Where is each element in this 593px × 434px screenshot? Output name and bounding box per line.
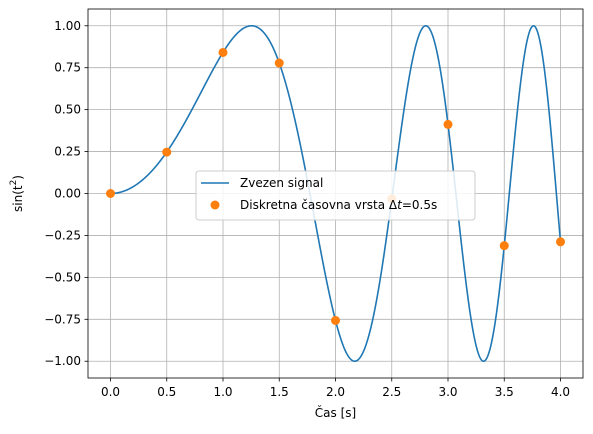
y-tick-label: −0.50: [44, 270, 81, 284]
data-point: [556, 237, 565, 247]
y-tick-label: 0.75: [54, 61, 81, 75]
x-tick-label: 2.5: [382, 385, 401, 399]
y-axis-label-exponent: 2: [9, 180, 19, 186]
data-point: [274, 58, 284, 68]
y-tick-label: 0.00: [54, 187, 81, 201]
legend-label-discrete: Diskretna časovna vrsta Δt=0.5s: [240, 198, 437, 212]
x-axis-label: Čas [s]: [315, 405, 356, 420]
y-tick-label: 0.25: [54, 145, 81, 159]
x-tick-label: 1.5: [270, 385, 289, 399]
x-ticks: 0.0 0.5 1.0 1.5 2.0 2.5 3.0 3.5 4.0: [101, 378, 570, 399]
legend-label-continuous: Zvezen signal: [240, 176, 323, 190]
legend-label-discrete-suffix: =0.5s: [402, 198, 437, 212]
x-tick-label: 3.0: [438, 385, 457, 399]
legend-box: [195, 170, 476, 221]
x-tick-label: 0.0: [101, 385, 120, 399]
y-tick-label: −1.00: [44, 354, 81, 368]
y-tick-label: −0.75: [44, 312, 81, 326]
data-point: [499, 241, 509, 251]
data-point: [443, 119, 453, 129]
data-point: [162, 147, 172, 157]
y-axis-label-base: sin(t: [11, 185, 25, 212]
x-tick-label: 0.5: [157, 385, 176, 399]
data-point: [106, 189, 115, 198]
legend-label-discrete-var: t: [397, 198, 403, 212]
y-tick-label: −0.25: [44, 228, 81, 242]
x-tick-label: 4.0: [551, 385, 570, 399]
x-tick-label: 3.5: [495, 385, 514, 399]
y-tick-label: 1.00: [54, 19, 81, 33]
y-tick-label: 0.50: [54, 103, 81, 117]
legend-label-discrete-prefix: Diskretna časovna vrsta Δ: [240, 198, 398, 212]
y-axis-label-close: ): [11, 175, 25, 180]
y-axis-label: sin(t2): [9, 175, 25, 212]
x-tick-label: 2.0: [326, 385, 345, 399]
legend-marker-swatch: [210, 200, 220, 210]
legend: Zvezen signal Diskretna časovna vrsta Δt…: [195, 170, 476, 221]
data-point: [331, 315, 340, 325]
x-tick-label: 1.0: [213, 385, 232, 399]
y-ticks: −1.00 −0.75 −0.50 −0.25 0.00 0.25 0.50 0.75 1.00: [44, 19, 88, 368]
data-point: [218, 47, 228, 57]
